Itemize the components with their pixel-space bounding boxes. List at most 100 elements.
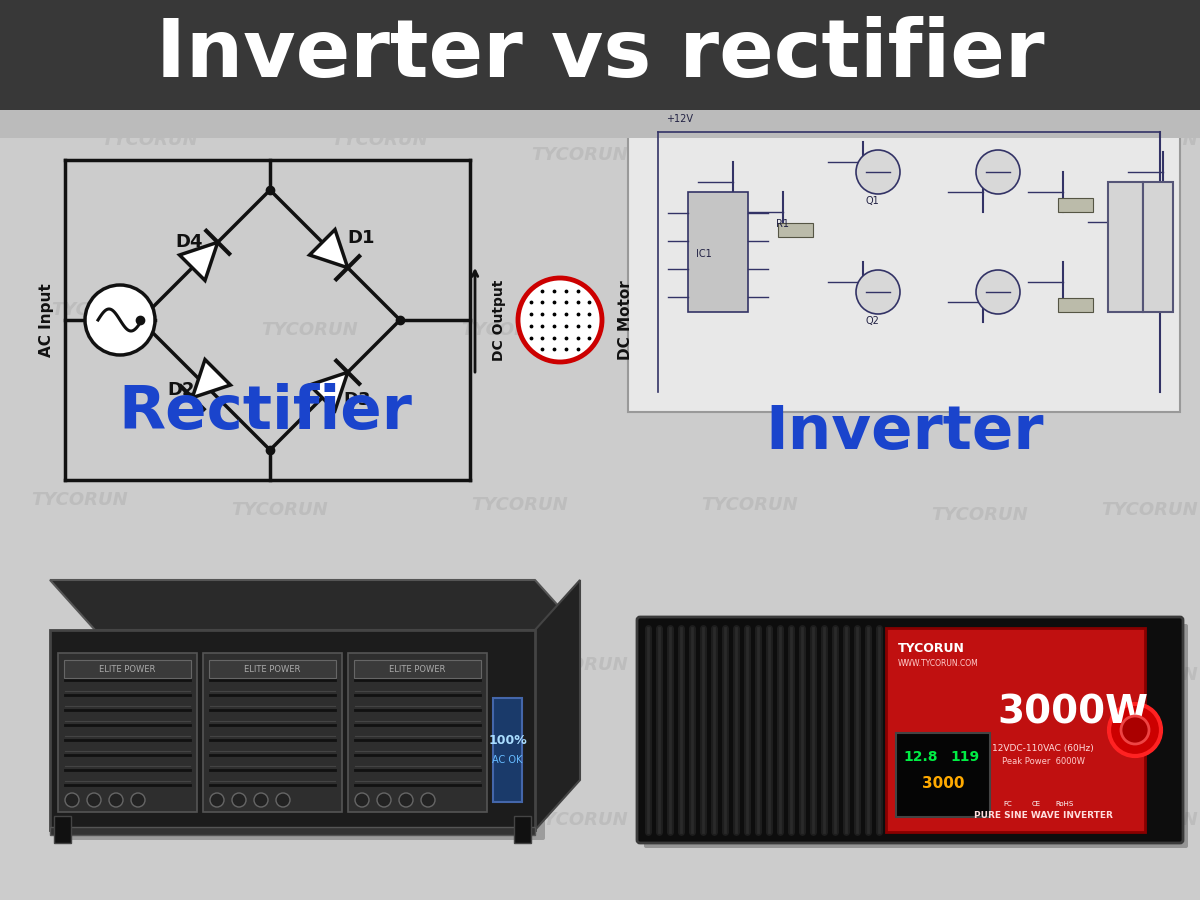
Text: Q1: Q1 <box>865 196 878 206</box>
Circle shape <box>232 793 246 807</box>
Text: D4: D4 <box>175 233 203 251</box>
Text: CE: CE <box>1032 801 1040 807</box>
Text: Inverter vs rectifier: Inverter vs rectifier <box>156 16 1044 94</box>
Text: R1: R1 <box>776 219 790 229</box>
Circle shape <box>1109 704 1162 756</box>
FancyBboxPatch shape <box>1058 298 1093 312</box>
FancyBboxPatch shape <box>50 630 535 830</box>
Text: TYCORUN: TYCORUN <box>532 146 629 164</box>
Polygon shape <box>310 373 348 410</box>
Text: TYCORUN: TYCORUN <box>331 811 428 829</box>
Text: WWW.TYCORUN.COM: WWW.TYCORUN.COM <box>898 659 979 668</box>
Text: TYCORUN: TYCORUN <box>751 656 848 674</box>
Text: TYCORUN: TYCORUN <box>331 131 428 149</box>
Text: ELITE POWER: ELITE POWER <box>245 664 301 673</box>
Text: TYCORUN: TYCORUN <box>532 656 629 674</box>
Polygon shape <box>180 242 217 281</box>
FancyBboxPatch shape <box>514 816 530 843</box>
Text: D1: D1 <box>347 229 374 247</box>
FancyBboxPatch shape <box>886 628 1145 832</box>
Text: ELITE POWER: ELITE POWER <box>389 664 445 673</box>
Text: TYCORUN: TYCORUN <box>1081 311 1178 329</box>
Text: D3: D3 <box>343 391 371 409</box>
Text: TYCORUN: TYCORUN <box>972 811 1068 829</box>
Text: TYCORUN: TYCORUN <box>1102 666 1199 684</box>
Text: TYCORUN: TYCORUN <box>52 301 149 319</box>
Text: TYCORUN: TYCORUN <box>462 321 558 339</box>
Text: 119: 119 <box>950 750 980 764</box>
Text: TYCORUN: TYCORUN <box>751 131 848 149</box>
Text: 12.8: 12.8 <box>904 750 937 764</box>
Text: TYCORUN: TYCORUN <box>898 642 965 654</box>
Circle shape <box>856 270 900 314</box>
Text: TYCORUN: TYCORUN <box>972 131 1068 149</box>
Text: TYCORUN: TYCORUN <box>102 661 198 679</box>
Circle shape <box>88 793 101 807</box>
Text: Rectifier: Rectifier <box>118 382 412 442</box>
Circle shape <box>398 793 413 807</box>
Text: TYCORUN: TYCORUN <box>1102 811 1199 829</box>
Text: TYCORUN: TYCORUN <box>532 811 629 829</box>
Text: AC Input: AC Input <box>40 284 54 357</box>
FancyBboxPatch shape <box>1058 198 1093 212</box>
Circle shape <box>377 793 391 807</box>
Text: TYCORUN: TYCORUN <box>102 811 198 829</box>
Bar <box>50 827 535 835</box>
Text: Peak Power  6000W: Peak Power 6000W <box>1002 758 1085 767</box>
Circle shape <box>210 793 224 807</box>
FancyBboxPatch shape <box>637 617 1183 843</box>
FancyBboxPatch shape <box>493 698 522 802</box>
Text: DC Output: DC Output <box>492 279 506 361</box>
Circle shape <box>421 793 436 807</box>
Text: AC OK: AC OK <box>492 755 523 765</box>
Text: TYCORUN: TYCORUN <box>331 661 428 679</box>
Circle shape <box>355 793 370 807</box>
Text: Q2: Q2 <box>865 316 878 326</box>
Polygon shape <box>535 580 580 830</box>
Polygon shape <box>192 359 230 398</box>
Circle shape <box>131 793 145 807</box>
Text: TYCORUN: TYCORUN <box>102 131 198 149</box>
Circle shape <box>65 793 79 807</box>
FancyBboxPatch shape <box>348 653 487 812</box>
Text: TYCORUN: TYCORUN <box>751 811 848 829</box>
FancyBboxPatch shape <box>203 653 342 812</box>
Text: TYCORUN: TYCORUN <box>262 321 359 339</box>
Text: +12V: +12V <box>666 114 694 124</box>
Text: TYCORUN: TYCORUN <box>901 311 998 329</box>
Circle shape <box>518 278 602 362</box>
Circle shape <box>109 793 124 807</box>
FancyBboxPatch shape <box>64 660 191 678</box>
Text: TYCORUN: TYCORUN <box>232 501 329 519</box>
Circle shape <box>976 150 1020 194</box>
Circle shape <box>856 150 900 194</box>
Polygon shape <box>310 230 348 267</box>
Text: ELITE POWER: ELITE POWER <box>100 664 156 673</box>
Text: D2: D2 <box>167 381 194 399</box>
Text: TYCORUN: TYCORUN <box>931 506 1028 524</box>
FancyBboxPatch shape <box>54 816 71 843</box>
Text: TYCORUN: TYCORUN <box>972 666 1068 684</box>
Text: TYCORUN: TYCORUN <box>1102 131 1199 149</box>
FancyBboxPatch shape <box>688 192 748 312</box>
Text: TYCORUN: TYCORUN <box>682 311 779 329</box>
Circle shape <box>1121 716 1150 744</box>
Text: TYCORUN: TYCORUN <box>702 496 798 514</box>
FancyBboxPatch shape <box>644 624 1188 848</box>
Text: TYCORUN: TYCORUN <box>472 496 569 514</box>
Text: FC: FC <box>1003 801 1013 807</box>
Text: 12VDC-110VAC (60Hz): 12VDC-110VAC (60Hz) <box>992 743 1094 752</box>
FancyBboxPatch shape <box>56 636 545 840</box>
Circle shape <box>276 793 290 807</box>
FancyBboxPatch shape <box>778 223 814 237</box>
Text: TYCORUN: TYCORUN <box>31 491 128 509</box>
FancyBboxPatch shape <box>896 733 990 817</box>
FancyBboxPatch shape <box>209 660 336 678</box>
Circle shape <box>254 793 268 807</box>
Text: 3000W: 3000W <box>997 693 1148 731</box>
FancyBboxPatch shape <box>628 102 1180 412</box>
FancyBboxPatch shape <box>1142 182 1174 312</box>
Text: 100%: 100% <box>488 734 527 746</box>
Text: TYCORUN: TYCORUN <box>1102 501 1199 519</box>
Text: 3000: 3000 <box>922 776 965 790</box>
